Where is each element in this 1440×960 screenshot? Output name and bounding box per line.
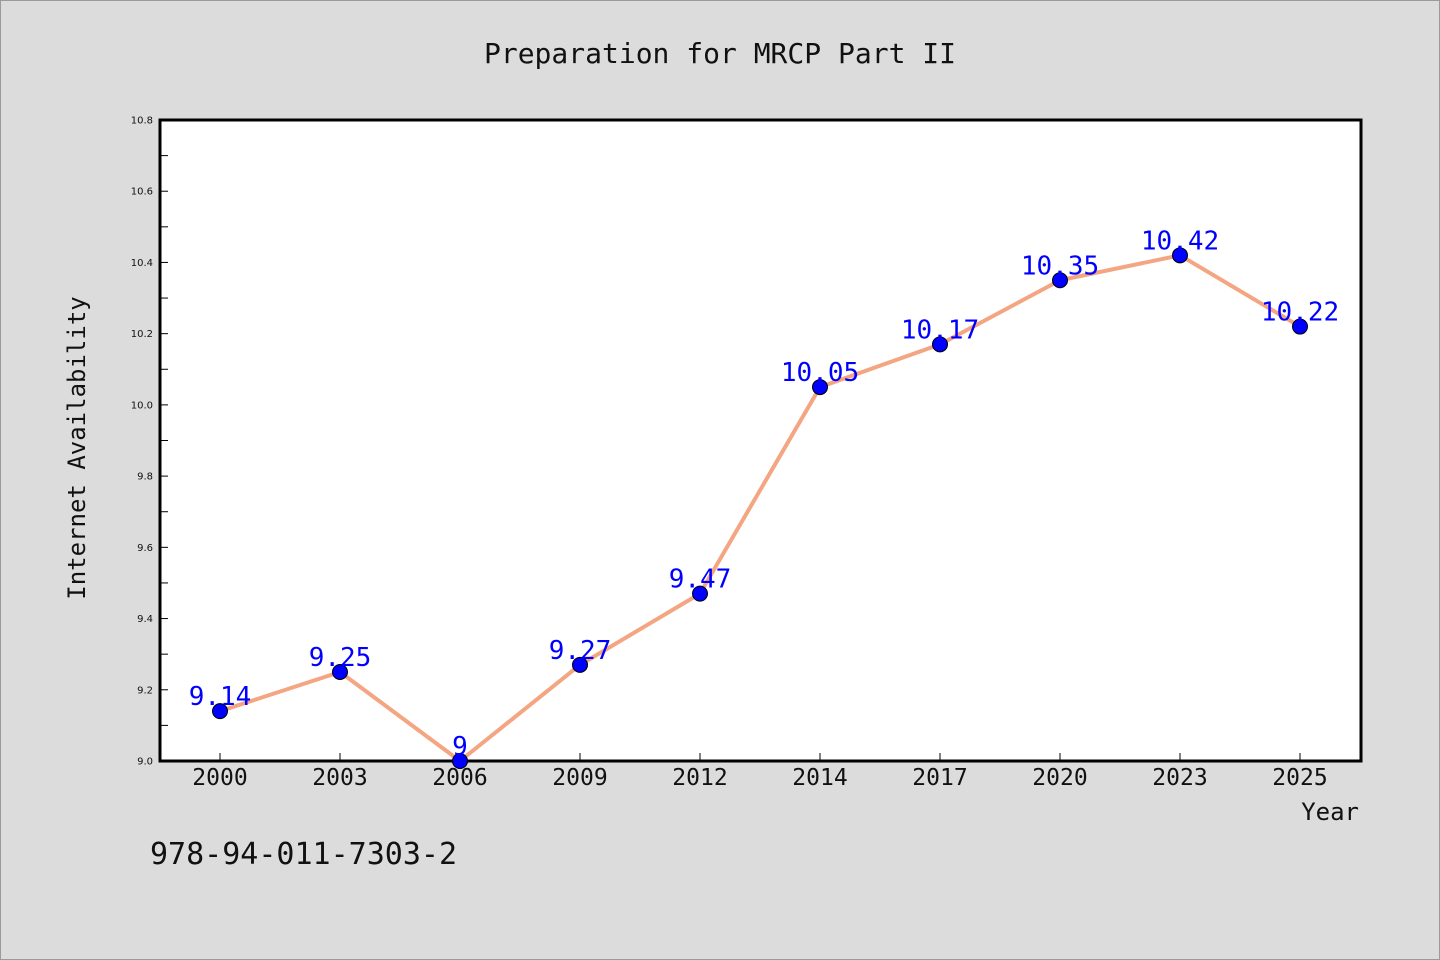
- data-point: [812, 379, 828, 396]
- y-axis-ticks: 9.0 9.2 9.4 9.6 9.8 10.0 10.2 10.4 10.6 10.8: [131, 116, 168, 768]
- data-label: 9.27: [549, 636, 612, 666]
- x-tick-label: 2000: [192, 765, 247, 791]
- y-tick-label: 9.4: [137, 614, 153, 625]
- y-tick-label: 10.6: [131, 187, 153, 198]
- x-tick-label: 2014: [792, 765, 847, 791]
- data-point: [932, 336, 948, 353]
- x-axis-ticks: 2000 2003 2006 2009 2012 2014 2017 2020 2023 2025: [192, 753, 1328, 791]
- x-tick-label: 2017: [912, 765, 967, 791]
- data-label: 10.05: [781, 358, 859, 388]
- data-point: [452, 753, 468, 769]
- y-tick-label: 9.8: [137, 472, 153, 483]
- x-tick-label: 2003: [312, 765, 367, 791]
- data-point: [692, 585, 708, 602]
- x-axis-label: Year: [1301, 798, 1359, 826]
- x-tick-label: 2012: [672, 765, 727, 791]
- data-point: [212, 703, 228, 720]
- data-label: 9: [452, 732, 468, 762]
- y-tick-label: 10.2: [131, 329, 153, 340]
- x-tick-label: 2025: [1272, 765, 1327, 791]
- y-tick-label: 9.6: [137, 543, 153, 554]
- x-tick-label: 2009: [552, 765, 607, 791]
- data-label: 10.35: [1021, 251, 1099, 281]
- y-tick-label: 10.0: [131, 400, 153, 411]
- data-label: 10.42: [1141, 226, 1219, 256]
- data-label: 9.14: [189, 682, 252, 712]
- series-layer: 9.14 9.25 9 9.27 9.47 10.05 10.17 10.35 10.42 10.…: [189, 226, 1339, 769]
- data-point: [1172, 247, 1188, 264]
- y-tick-label: 10.8: [131, 116, 153, 127]
- plot-area: [158, 118, 1363, 763]
- footer-identifier: 978-94-011-7303-2: [150, 837, 457, 872]
- y-tick-label: 9.2: [137, 685, 153, 696]
- data-label: 10.22: [1261, 298, 1339, 328]
- y-tick-label: 10.4: [131, 258, 153, 269]
- x-tick-label: 2023: [1152, 765, 1207, 791]
- series-line: [218, 253, 1302, 763]
- data-label: 9.47: [669, 565, 732, 595]
- x-tick-label: 2020: [1032, 765, 1087, 791]
- data-point: [572, 656, 588, 673]
- data-point: [1292, 318, 1308, 335]
- y-tick-label: 9.0: [137, 757, 153, 768]
- data-label: 9.25: [309, 643, 372, 673]
- y-axis-label: Internet Availability: [63, 296, 91, 599]
- data-point: [1052, 272, 1068, 289]
- x-tick-label: 2006: [432, 765, 487, 791]
- chart-title: Preparation for MRCP Part II: [484, 37, 956, 70]
- data-point: [332, 663, 348, 680]
- data-label: 10.17: [901, 315, 979, 345]
